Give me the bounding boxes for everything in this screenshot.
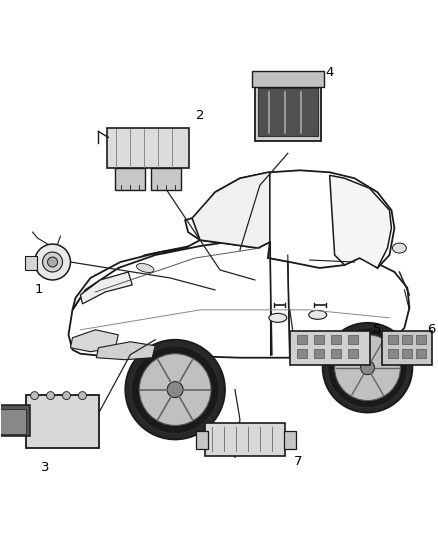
Bar <box>297 349 307 358</box>
Text: 6: 6 <box>427 324 435 336</box>
Ellipse shape <box>309 310 327 319</box>
Circle shape <box>63 392 71 400</box>
FancyBboxPatch shape <box>0 405 30 437</box>
Ellipse shape <box>137 263 154 272</box>
Circle shape <box>42 252 63 272</box>
Polygon shape <box>330 175 392 268</box>
Bar <box>348 335 357 344</box>
Polygon shape <box>96 342 155 360</box>
Bar <box>389 349 399 358</box>
Polygon shape <box>72 238 270 310</box>
Bar <box>314 349 324 358</box>
Polygon shape <box>192 172 270 248</box>
Bar <box>403 349 413 358</box>
Bar <box>417 349 426 358</box>
Text: 4: 4 <box>325 66 334 79</box>
Bar <box>403 335 413 344</box>
Text: 5: 5 <box>373 324 382 336</box>
FancyBboxPatch shape <box>205 423 285 456</box>
FancyBboxPatch shape <box>107 128 189 168</box>
FancyBboxPatch shape <box>382 331 432 365</box>
Text: 7: 7 <box>293 455 302 468</box>
FancyBboxPatch shape <box>255 83 321 141</box>
Circle shape <box>125 340 225 439</box>
Bar <box>297 335 307 344</box>
Ellipse shape <box>392 243 406 253</box>
FancyBboxPatch shape <box>290 331 370 365</box>
Text: 1: 1 <box>34 284 43 296</box>
Circle shape <box>335 335 400 401</box>
FancyBboxPatch shape <box>115 168 145 190</box>
Bar <box>196 432 208 449</box>
Circle shape <box>323 323 413 413</box>
FancyBboxPatch shape <box>258 87 318 136</box>
FancyBboxPatch shape <box>151 168 181 190</box>
Bar <box>284 432 296 449</box>
Circle shape <box>31 392 39 400</box>
FancyBboxPatch shape <box>0 409 26 434</box>
Circle shape <box>328 328 407 408</box>
FancyBboxPatch shape <box>252 71 324 86</box>
Polygon shape <box>185 171 395 268</box>
Circle shape <box>360 361 374 375</box>
Bar <box>331 335 341 344</box>
Bar <box>417 335 426 344</box>
Circle shape <box>48 257 57 267</box>
Circle shape <box>78 392 86 400</box>
FancyBboxPatch shape <box>25 394 99 448</box>
Circle shape <box>139 354 211 425</box>
Polygon shape <box>71 330 118 352</box>
Ellipse shape <box>269 313 287 322</box>
Circle shape <box>35 244 71 280</box>
Text: 3: 3 <box>41 461 50 474</box>
Bar <box>389 335 399 344</box>
Circle shape <box>131 346 219 433</box>
Text: 2: 2 <box>196 109 204 122</box>
FancyBboxPatch shape <box>25 256 37 270</box>
Bar <box>314 335 324 344</box>
Circle shape <box>167 382 183 398</box>
Bar <box>331 349 341 358</box>
Bar <box>348 349 357 358</box>
Polygon shape <box>68 238 410 358</box>
Circle shape <box>46 392 54 400</box>
Polygon shape <box>81 272 132 304</box>
